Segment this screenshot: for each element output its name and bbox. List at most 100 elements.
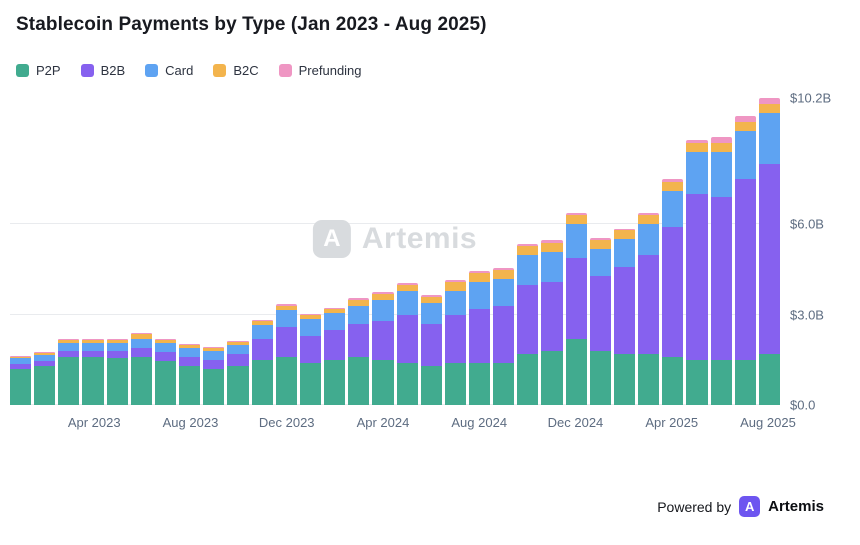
bar-segment-prefunding[interactable]: [10, 356, 32, 357]
bar-segment-card[interactable]: [565, 224, 587, 258]
bar-segment-b2c[interactable]: [130, 334, 152, 339]
bar-segment-prefunding[interactable]: [613, 228, 636, 231]
bar-segment-card[interactable]: [662, 191, 684, 228]
bar-jan-2024[interactable]: [299, 98, 322, 405]
bar-segment-card[interactable]: [251, 325, 273, 339]
bar-feb-2025[interactable]: [613, 98, 636, 405]
bar-segment-p2p[interactable]: [638, 353, 660, 405]
bar-segment-prefunding[interactable]: [106, 338, 128, 340]
bar-segment-prefunding[interactable]: [82, 339, 104, 341]
bar-segment-prefunding[interactable]: [541, 240, 563, 243]
bar-segment-prefunding[interactable]: [154, 338, 177, 340]
bar-segment-b2c[interactable]: [348, 299, 370, 306]
bar-segment-prefunding[interactable]: [589, 238, 611, 240]
bar-segment-b2b[interactable]: [34, 361, 56, 366]
bar-segment-p2p[interactable]: [613, 353, 636, 405]
bar-segment-prefunding[interactable]: [565, 213, 587, 216]
bar-segment-card[interactable]: [517, 254, 539, 285]
bar-segment-b2b[interactable]: [686, 194, 708, 360]
bar-segment-b2b[interactable]: [372, 320, 394, 360]
bar-segment-prefunding[interactable]: [299, 313, 322, 315]
bar-segment-card[interactable]: [154, 343, 177, 353]
bar-segment-p2p[interactable]: [227, 365, 249, 405]
bar-segment-b2b[interactable]: [468, 308, 491, 363]
bar-sep-2023[interactable]: [203, 98, 225, 405]
bar-segment-p2p[interactable]: [541, 350, 563, 405]
bar-segment-prefunding[interactable]: [686, 140, 708, 144]
bar-segment-b2c[interactable]: [324, 308, 346, 314]
bar-nov-2024[interactable]: [541, 98, 563, 405]
bar-segment-card[interactable]: [34, 355, 56, 362]
bar-segment-b2b[interactable]: [203, 359, 225, 369]
bar-segment-p2p[interactable]: [517, 353, 539, 405]
bar-segment-prefunding[interactable]: [517, 244, 539, 246]
bar-segment-card[interactable]: [396, 290, 418, 315]
legend-item-card[interactable]: Card: [145, 63, 193, 78]
bar-segment-b2b[interactable]: [10, 364, 32, 369]
bar-segment-b2b[interactable]: [662, 227, 684, 357]
bar-segment-prefunding[interactable]: [710, 137, 732, 144]
bar-segment-b2c[interactable]: [372, 293, 394, 300]
bar-segment-prefunding[interactable]: [638, 213, 660, 216]
bar-segment-b2b[interactable]: [565, 257, 587, 339]
bar-segment-prefunding[interactable]: [444, 280, 466, 282]
bar-segment-b2b[interactable]: [758, 164, 780, 354]
bar-segment-b2b[interactable]: [589, 275, 611, 351]
bar-segment-card[interactable]: [372, 299, 394, 321]
bar-oct-2024[interactable]: [517, 98, 539, 405]
bar-segment-b2c[interactable]: [468, 272, 491, 282]
bar-segment-p2p[interactable]: [758, 353, 780, 405]
bar-segment-b2b[interactable]: [444, 314, 466, 363]
bar-segment-prefunding[interactable]: [348, 298, 370, 300]
bar-sep-2024[interactable]: [493, 98, 515, 405]
bar-segment-p2p[interactable]: [662, 356, 684, 405]
bar-segment-prefunding[interactable]: [420, 295, 442, 297]
bar-segment-p2p[interactable]: [396, 362, 418, 405]
bar-segment-prefunding[interactable]: [203, 347, 225, 348]
bar-segment-card[interactable]: [493, 278, 515, 306]
bar-feb-2024[interactable]: [324, 98, 346, 405]
bar-segment-b2c[interactable]: [179, 344, 201, 348]
bar-segment-p2p[interactable]: [324, 359, 346, 405]
bar-segment-card[interactable]: [613, 239, 636, 267]
bar-segment-p2p[interactable]: [251, 359, 273, 405]
bar-aug-2023[interactable]: [179, 98, 201, 405]
bar-segment-card[interactable]: [589, 248, 611, 276]
bar-jul-2025[interactable]: [734, 98, 756, 405]
bar-nov-2023[interactable]: [251, 98, 273, 405]
bar-segment-prefunding[interactable]: [58, 339, 80, 341]
bar-segment-p2p[interactable]: [420, 365, 442, 405]
bar-segment-card[interactable]: [710, 152, 732, 198]
bar-segment-b2c[interactable]: [82, 340, 104, 344]
bar-mar-2024[interactable]: [348, 98, 370, 405]
bar-segment-b2c[interactable]: [734, 122, 756, 132]
bar-segment-p2p[interactable]: [275, 356, 297, 405]
bar-segment-p2p[interactable]: [10, 368, 32, 405]
bar-segment-card[interactable]: [758, 113, 780, 165]
bar-segment-prefunding[interactable]: [130, 333, 152, 335]
bar-apr-2024[interactable]: [372, 98, 394, 405]
bar-segment-prefunding[interactable]: [662, 179, 684, 183]
bar-segment-card[interactable]: [82, 343, 104, 351]
bar-segment-b2c[interactable]: [203, 347, 225, 351]
bar-segment-p2p[interactable]: [154, 361, 177, 405]
bar-segment-b2b[interactable]: [396, 314, 418, 363]
bar-jul-2024[interactable]: [444, 98, 466, 405]
bar-segment-p2p[interactable]: [82, 356, 104, 405]
artemis-brand-label[interactable]: Artemis: [768, 498, 824, 515]
bar-segment-prefunding[interactable]: [227, 341, 249, 342]
bar-segment-b2c[interactable]: [275, 305, 297, 311]
bar-segment-b2b[interactable]: [179, 356, 201, 366]
bar-segment-p2p[interactable]: [203, 368, 225, 405]
bar-segment-b2b[interactable]: [613, 266, 636, 354]
bar-segment-b2c[interactable]: [589, 239, 611, 249]
bar-segment-b2c[interactable]: [251, 320, 273, 326]
bar-segment-prefunding[interactable]: [734, 116, 756, 123]
bar-segment-b2c[interactable]: [517, 245, 539, 255]
bar-segment-b2b[interactable]: [541, 281, 563, 351]
bar-segment-card[interactable]: [420, 302, 442, 324]
bar-segment-card[interactable]: [130, 338, 152, 348]
bar-segment-p2p[interactable]: [565, 338, 587, 405]
bar-segment-p2p[interactable]: [348, 356, 370, 405]
bar-may-2024[interactable]: [396, 98, 418, 405]
